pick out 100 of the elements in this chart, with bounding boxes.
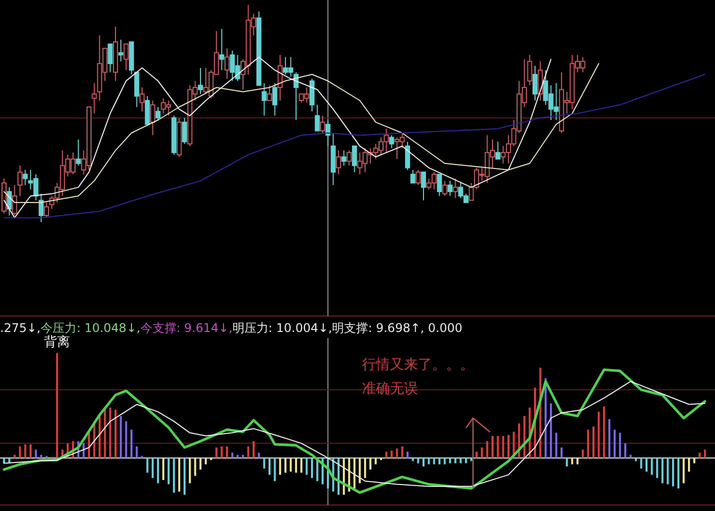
bar	[598, 412, 600, 458]
bar	[661, 458, 664, 484]
bar	[125, 421, 128, 458]
bar	[120, 416, 122, 458]
bar	[353, 458, 356, 488]
bar	[184, 458, 186, 495]
bar	[624, 443, 626, 458]
bar	[172, 458, 175, 493]
bar	[263, 458, 266, 468]
bar	[215, 448, 218, 458]
bar	[454, 458, 456, 464]
bar	[412, 458, 414, 462]
bar	[417, 458, 420, 464]
bar	[290, 458, 292, 472]
text: 明支撑: 9.698↑, 0.000	[332, 321, 462, 335]
bar	[449, 458, 452, 464]
bar	[295, 458, 298, 473]
bar	[698, 452, 701, 458]
bar	[587, 430, 590, 458]
bar	[460, 458, 462, 464]
bar	[650, 458, 653, 475]
bar	[34, 450, 37, 458]
bar	[268, 458, 270, 475]
bar	[576, 458, 578, 464]
bar	[24, 444, 26, 458]
bar	[14, 454, 16, 458]
bar	[682, 458, 685, 484]
bar	[507, 434, 510, 458]
bar	[114, 410, 117, 458]
bar	[560, 448, 563, 458]
bar	[98, 414, 101, 458]
bar	[396, 448, 398, 458]
bar	[162, 458, 164, 480]
bar	[406, 452, 409, 458]
bar	[550, 403, 552, 458]
bar	[18, 446, 21, 458]
bar	[220, 446, 223, 458]
bar	[279, 458, 282, 475]
bar	[502, 436, 504, 458]
bar	[496, 436, 499, 458]
annotation: 行情又来了。。。	[362, 357, 474, 373]
bar	[364, 458, 366, 478]
bar	[284, 458, 286, 473]
bar	[693, 458, 696, 464]
bar	[492, 436, 494, 458]
bar	[656, 458, 658, 478]
bar	[523, 416, 526, 458]
bar	[342, 458, 345, 495]
bar	[204, 458, 207, 464]
bar	[30, 444, 32, 458]
bar	[310, 458, 313, 478]
bar	[168, 458, 170, 484]
bar	[156, 458, 159, 484]
bar	[40, 454, 42, 458]
bar	[199, 458, 202, 470]
bar	[130, 430, 132, 458]
bar	[704, 450, 706, 458]
annotation: 准确无误	[362, 381, 418, 397]
bar	[178, 458, 180, 492]
bar	[666, 458, 669, 484]
bar	[358, 458, 361, 484]
bar	[476, 452, 478, 458]
bar	[480, 448, 483, 458]
bar	[146, 458, 148, 473]
bar	[136, 446, 138, 458]
bar	[188, 458, 191, 484]
bar	[470, 458, 472, 462]
bar	[603, 406, 606, 458]
text: 明压力: 10.004↓,	[232, 321, 332, 335]
bar	[433, 458, 436, 464]
bar	[236, 454, 239, 458]
bar	[566, 458, 568, 466]
bar	[300, 458, 302, 473]
bar	[486, 441, 488, 458]
bar	[369, 458, 372, 470]
bar	[226, 446, 228, 458]
bar	[464, 458, 467, 464]
bar	[306, 458, 308, 475]
bar	[428, 458, 430, 464]
bar	[672, 458, 674, 486]
text: .275↓,	[0, 321, 41, 335]
bar	[252, 441, 255, 458]
bar	[634, 458, 637, 462]
bar	[555, 432, 558, 458]
bar	[56, 353, 58, 458]
text: 背离	[44, 334, 70, 350]
bar	[274, 458, 276, 482]
bar	[444, 458, 446, 464]
bar	[438, 458, 440, 464]
bar	[688, 458, 690, 472]
bar	[152, 458, 154, 478]
text: 今压力: 10.048↓,	[40, 321, 140, 335]
bar	[640, 458, 642, 468]
bar	[422, 458, 424, 466]
bar	[630, 454, 632, 458]
bar	[646, 458, 648, 472]
bar	[618, 432, 621, 458]
bar	[374, 458, 377, 464]
bar	[677, 458, 680, 488]
bar	[194, 458, 196, 476]
